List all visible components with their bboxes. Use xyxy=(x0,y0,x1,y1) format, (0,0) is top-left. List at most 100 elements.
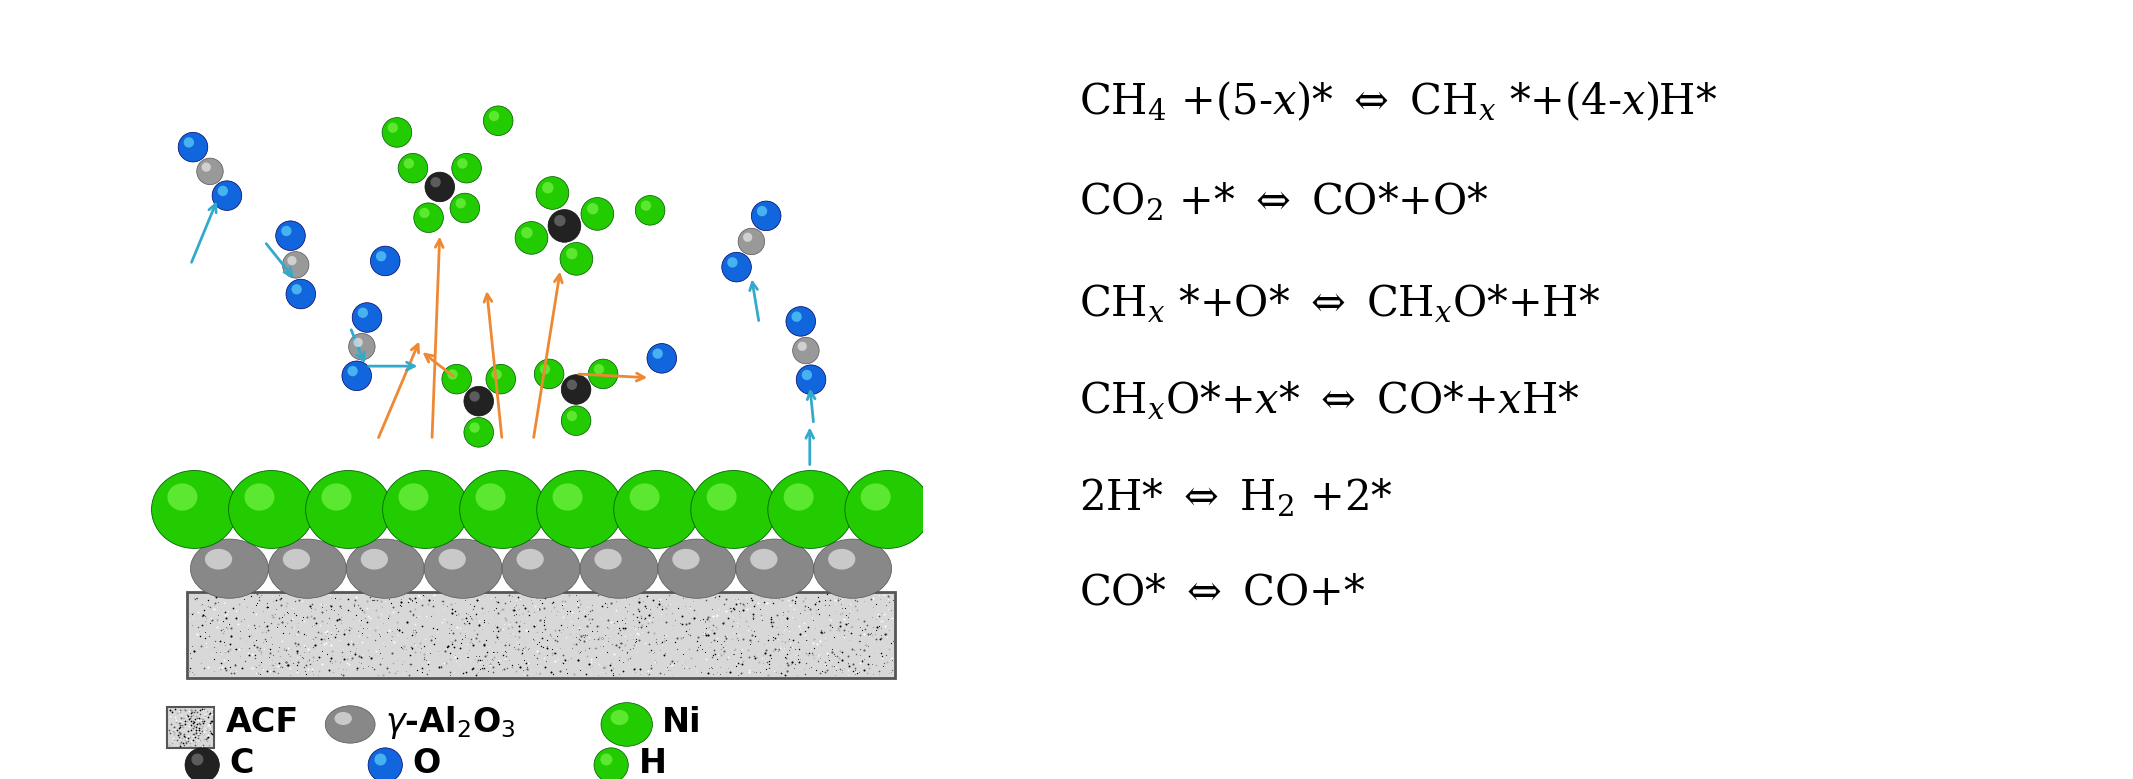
Circle shape xyxy=(742,233,753,242)
Circle shape xyxy=(183,137,194,147)
Text: $\gamma$-Al$_2$O$_3$: $\gamma$-Al$_2$O$_3$ xyxy=(386,704,516,742)
Circle shape xyxy=(420,208,429,218)
Circle shape xyxy=(179,132,207,162)
Circle shape xyxy=(636,196,665,225)
Ellipse shape xyxy=(751,549,776,569)
Ellipse shape xyxy=(245,483,275,511)
Ellipse shape xyxy=(324,706,375,743)
Ellipse shape xyxy=(580,539,657,598)
Circle shape xyxy=(653,348,663,359)
Circle shape xyxy=(452,153,482,183)
Circle shape xyxy=(486,365,516,394)
Ellipse shape xyxy=(602,703,653,746)
Ellipse shape xyxy=(783,483,813,511)
Ellipse shape xyxy=(461,471,546,548)
Circle shape xyxy=(275,221,305,251)
Circle shape xyxy=(282,252,309,278)
Ellipse shape xyxy=(399,483,429,511)
Ellipse shape xyxy=(768,471,853,548)
Ellipse shape xyxy=(672,549,700,569)
Circle shape xyxy=(484,106,514,136)
Text: CH$_x$O*+$x$* $\Leftrightarrow$ CO*+$x$H*: CH$_x$O*+$x$* $\Leftrightarrow$ CO*+$x$H… xyxy=(1079,380,1581,422)
Text: O: O xyxy=(412,747,442,779)
Text: ACF: ACF xyxy=(226,707,299,739)
Circle shape xyxy=(646,344,676,373)
Circle shape xyxy=(218,185,228,196)
Ellipse shape xyxy=(346,539,424,598)
Text: Ni: Ni xyxy=(661,707,702,739)
Circle shape xyxy=(341,361,371,390)
Circle shape xyxy=(186,748,220,779)
Circle shape xyxy=(548,210,580,242)
Ellipse shape xyxy=(736,539,813,598)
Ellipse shape xyxy=(360,549,388,569)
Circle shape xyxy=(192,753,203,766)
Circle shape xyxy=(796,365,825,394)
Ellipse shape xyxy=(552,483,582,511)
Circle shape xyxy=(589,359,619,389)
Circle shape xyxy=(785,307,815,337)
Ellipse shape xyxy=(190,539,269,598)
Circle shape xyxy=(424,172,454,202)
Ellipse shape xyxy=(828,549,855,569)
Circle shape xyxy=(567,411,578,421)
Circle shape xyxy=(540,364,550,375)
Text: C: C xyxy=(230,747,254,779)
Circle shape xyxy=(738,228,764,255)
Circle shape xyxy=(352,303,382,333)
Circle shape xyxy=(282,226,292,236)
Ellipse shape xyxy=(691,471,776,548)
Circle shape xyxy=(488,111,499,122)
Circle shape xyxy=(751,201,781,231)
Ellipse shape xyxy=(205,549,232,569)
Circle shape xyxy=(292,284,303,294)
Circle shape xyxy=(463,386,493,416)
Circle shape xyxy=(542,182,555,193)
Circle shape xyxy=(640,200,651,211)
Circle shape xyxy=(450,193,480,223)
Ellipse shape xyxy=(476,483,506,511)
Circle shape xyxy=(456,158,467,168)
Ellipse shape xyxy=(269,539,346,598)
Circle shape xyxy=(211,181,241,210)
Text: CO$_2$ +* $\Leftrightarrow$ CO*+O*: CO$_2$ +* $\Leftrightarrow$ CO*+O* xyxy=(1079,182,1489,224)
Ellipse shape xyxy=(610,710,629,725)
Circle shape xyxy=(791,312,802,322)
Ellipse shape xyxy=(862,483,892,511)
Ellipse shape xyxy=(538,471,623,548)
Circle shape xyxy=(757,206,768,217)
Ellipse shape xyxy=(424,539,501,598)
Ellipse shape xyxy=(382,471,469,548)
Circle shape xyxy=(348,333,375,360)
Ellipse shape xyxy=(166,483,198,511)
Circle shape xyxy=(469,422,480,433)
FancyBboxPatch shape xyxy=(166,707,213,748)
Circle shape xyxy=(721,252,751,282)
FancyBboxPatch shape xyxy=(186,592,896,678)
Circle shape xyxy=(358,308,369,318)
Circle shape xyxy=(798,342,806,351)
Circle shape xyxy=(587,203,599,214)
Ellipse shape xyxy=(501,539,580,598)
Ellipse shape xyxy=(593,748,629,779)
Ellipse shape xyxy=(595,549,621,569)
Circle shape xyxy=(431,177,442,188)
Ellipse shape xyxy=(284,549,309,569)
Ellipse shape xyxy=(375,753,386,766)
Ellipse shape xyxy=(657,539,736,598)
Ellipse shape xyxy=(516,549,544,569)
Circle shape xyxy=(203,163,211,172)
Circle shape xyxy=(442,365,471,394)
Circle shape xyxy=(414,203,444,232)
Ellipse shape xyxy=(439,549,465,569)
Circle shape xyxy=(561,242,593,275)
Ellipse shape xyxy=(228,471,314,548)
Circle shape xyxy=(727,257,738,267)
Circle shape xyxy=(593,364,604,375)
Circle shape xyxy=(288,256,296,266)
Circle shape xyxy=(382,118,412,147)
Circle shape xyxy=(565,248,578,259)
Circle shape xyxy=(196,158,224,185)
Circle shape xyxy=(403,158,414,168)
Ellipse shape xyxy=(151,471,237,548)
